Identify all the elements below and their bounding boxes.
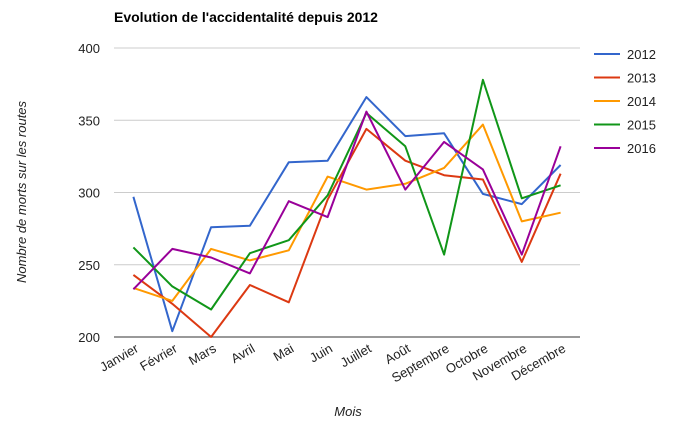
y-tick-label: 350 <box>78 113 100 128</box>
legend-label-2014: 2014 <box>627 94 656 109</box>
chart-title: Evolution de l'accidentalité depuis 2012 <box>114 9 378 25</box>
series-line-2014 <box>133 123 561 302</box>
x-tick-label: Avril <box>228 341 257 367</box>
legend-label-2015: 2015 <box>627 118 656 133</box>
series-line-2015 <box>132 78 561 311</box>
y-tick-label: 200 <box>78 330 100 345</box>
series-line-2012 <box>132 96 562 333</box>
x-tick-label: Mai <box>271 341 297 365</box>
x-tick-label: Janvier <box>97 340 141 374</box>
x-tick-label: Juillet <box>338 340 375 370</box>
legend-label-2012: 2012 <box>627 47 656 62</box>
y-tick-label: 400 <box>78 41 100 56</box>
y-axis-title: Nombre de morts sur les routes <box>14 100 29 283</box>
x-axis-title: Mois <box>334 404 362 419</box>
y-tick-label: 300 <box>78 186 100 201</box>
legend-label-2016: 2016 <box>627 141 656 156</box>
gridlines <box>114 47 580 338</box>
y-axis-ticks: 200 250 300 350 400 <box>78 41 100 345</box>
legend-label-2013: 2013 <box>627 71 656 86</box>
legend: 2012 2013 2014 2015 2016 <box>594 47 656 156</box>
series-line-2016 <box>132 110 562 290</box>
x-tick-label: Juin <box>307 341 335 366</box>
x-tick-label: Mars <box>186 340 219 368</box>
series-lines <box>132 78 562 338</box>
x-tick-label: Février <box>137 340 180 374</box>
y-tick-label: 250 <box>78 258 100 273</box>
